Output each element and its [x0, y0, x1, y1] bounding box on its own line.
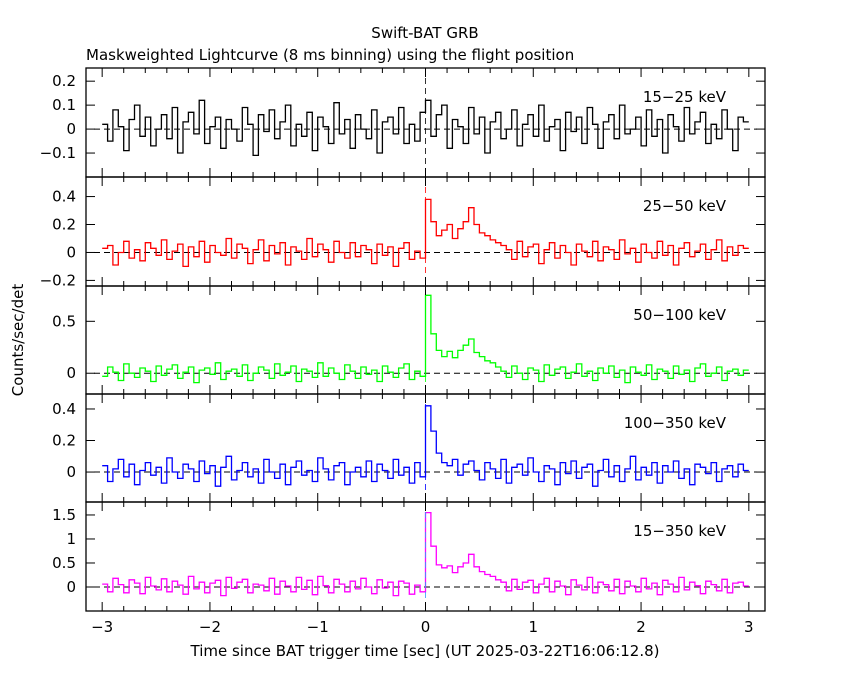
y-tick-label: 0.4: [52, 400, 76, 418]
y-tick-label: 0.5: [52, 312, 76, 330]
panel-3: 0 0.2 0.4 100−350 keV: [52, 393, 766, 503]
chart-title: Swift-BAT GRB: [371, 24, 478, 42]
panel-label: 15−350 keV: [633, 522, 726, 540]
x-tick-label: 1: [529, 618, 539, 636]
panel-label: 25−50 keV: [643, 197, 727, 215]
y-tick-label: 0: [66, 578, 76, 596]
panel-label: 50−100 keV: [633, 306, 726, 324]
y-tick-label: 0.2: [52, 216, 76, 234]
panel-1: −0.2 0 0.2 0.4 25−50 keV: [40, 176, 766, 289]
y-tick-label: 0.5: [52, 554, 76, 572]
panels: −0.1 0 0.1 0.2 15−25 keV −0.2 0 0.2 0.4 25−50 keV…: [40, 67, 766, 636]
panel-0: −0.1 0 0.1 0.2 15−25 keV: [40, 67, 766, 178]
x-tick-label: −1: [307, 618, 329, 636]
x-tick-label: −2: [199, 618, 221, 636]
y-tick-label: 0: [66, 364, 76, 382]
y-tick-label: 0.1: [52, 96, 76, 114]
x-tick-label: 0: [421, 618, 431, 636]
x-tick-label: 2: [636, 618, 646, 636]
y-tick-label: 1.5: [52, 506, 76, 524]
panel-label: 15−25 keV: [643, 88, 727, 106]
y-tick-label: 1: [66, 530, 76, 548]
series-line: [102, 99, 749, 157]
series-line: [102, 405, 749, 487]
y-tick-label: 0: [66, 120, 76, 138]
y-axis-label: Counts/sec/det: [9, 284, 27, 397]
x-tick-label: 3: [744, 618, 754, 636]
panel-2: 0 0.5 50−100 keV: [52, 285, 766, 395]
x-tick-label: −3: [91, 618, 113, 636]
y-tick-label: 0.2: [52, 72, 76, 90]
y-tick-label: −0.2: [40, 271, 76, 289]
y-tick-label: 0.4: [52, 188, 76, 206]
series-line: [102, 294, 749, 384]
chart-subtitle: Maskweighted Lightcurve (8 ms binning) u…: [86, 46, 574, 64]
panel-label: 100−350 keV: [624, 414, 727, 432]
x-axis-label: Time since BAT trigger time [sec] (UT 20…: [190, 642, 660, 660]
y-tick-label: 0: [66, 463, 76, 481]
y-tick-label: 0: [66, 243, 76, 261]
y-tick-label: −0.1: [40, 144, 76, 162]
panel-4: 0 0.5 1 1.5 15−350 keV: [52, 501, 766, 612]
y-tick-label: 0.2: [52, 432, 76, 450]
